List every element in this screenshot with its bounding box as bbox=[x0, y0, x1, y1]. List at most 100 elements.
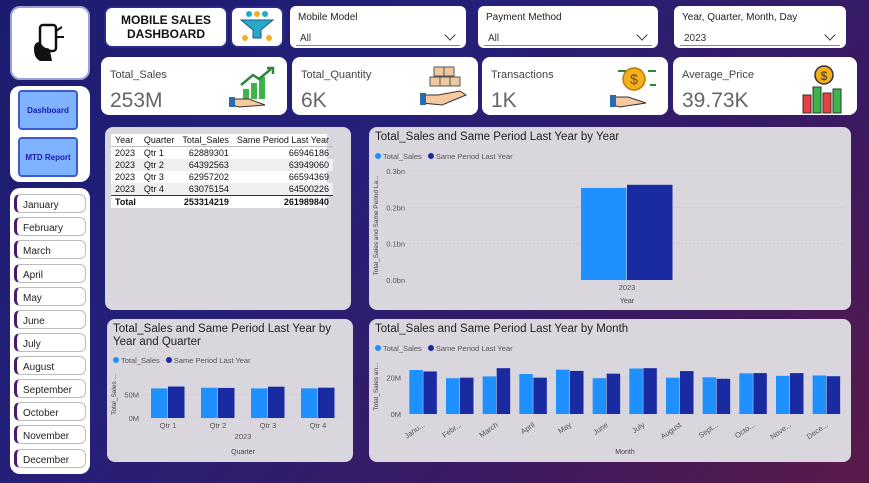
dashboard-nav-button[interactable]: Dashboard bbox=[18, 90, 78, 130]
chart-title-line: Total_Sales and Same Period Last Year by bbox=[113, 323, 332, 335]
bar bbox=[627, 184, 673, 280]
column-header[interactable]: Quarter bbox=[143, 135, 175, 145]
x-tick-label: Qtr 2 bbox=[210, 421, 227, 430]
bar bbox=[533, 377, 547, 414]
boxes-hand-icon bbox=[420, 66, 468, 106]
table-cell: 261989840 bbox=[283, 197, 329, 207]
price-chart-icon: $ bbox=[802, 65, 842, 114]
bar bbox=[570, 370, 584, 414]
table-row: 2023 Qtr 1 62889301 66946186 bbox=[111, 147, 333, 160]
table-cell: 253314219 bbox=[183, 197, 229, 207]
bar bbox=[581, 187, 627, 280]
chart-legend[interactable]: Total_Sales Same Period Last Year bbox=[113, 356, 251, 365]
kpi-value: 6K bbox=[301, 89, 327, 112]
slicer-label: Payment Method bbox=[486, 12, 562, 23]
kpi-card-total-sales: Total_Sales 253M bbox=[101, 57, 287, 115]
month-button[interactable]: October bbox=[14, 402, 86, 421]
chart-by-year-panel: Total_Sales and Same Period Last Year by… bbox=[369, 127, 851, 310]
bar bbox=[716, 378, 731, 414]
x-axis-label: Month bbox=[615, 449, 635, 456]
legend-label: Same Period Last Year bbox=[435, 344, 513, 353]
x-tick-label: Dece... bbox=[805, 420, 830, 441]
month-button[interactable]: February bbox=[14, 217, 86, 236]
month-button[interactable]: August bbox=[14, 356, 86, 375]
bar bbox=[496, 368, 511, 414]
table-cell: Qtr 3 bbox=[143, 172, 164, 182]
chart-legend[interactable]: Total_Sales Same Period Last Year bbox=[375, 152, 513, 161]
table-cell: 64392563 bbox=[188, 160, 229, 170]
x-tick-label: Sept... bbox=[697, 420, 720, 440]
x-tick-label: March bbox=[477, 420, 499, 439]
payment-method-dropdown[interactable]: All bbox=[484, 28, 652, 46]
bar bbox=[643, 368, 657, 414]
x-tick-label: Qtr 1 bbox=[160, 421, 177, 430]
chart-legend[interactable]: Total_Sales Same Period Last Year bbox=[375, 344, 513, 353]
kpi-value: 39.73K bbox=[682, 89, 749, 112]
month-button[interactable]: December bbox=[14, 449, 86, 468]
x-tick-label: Janu... bbox=[403, 420, 427, 440]
kpi-label: Transactions bbox=[491, 69, 554, 81]
month-button[interactable]: April bbox=[14, 264, 86, 283]
bar bbox=[556, 369, 570, 414]
y-tick-label: 0M bbox=[129, 414, 139, 423]
x-tick-label: Febr... bbox=[440, 420, 463, 440]
bar bbox=[680, 371, 694, 414]
chart-by-year[interactable]: 0.0bn 0.1bn 0.2bn 0.3bn Total_Sales and Same… bbox=[369, 163, 851, 309]
phone-hand-icon bbox=[34, 23, 64, 61]
month-button[interactable]: January bbox=[14, 194, 86, 213]
x-tick-label: Qtr 3 bbox=[260, 421, 277, 430]
y-tick-label: 0.3bn bbox=[386, 167, 405, 176]
chart-by-month[interactable]: 0M 20M Total_Sales an... Janu... Febr... Marc… bbox=[369, 355, 851, 461]
payment-method-slicer[interactable]: Payment Method All bbox=[478, 6, 658, 48]
x-group-label: 2023 bbox=[235, 432, 252, 441]
legend-dot-icon bbox=[375, 153, 381, 159]
table-cell: Total bbox=[115, 197, 136, 207]
bar bbox=[739, 373, 753, 414]
column-header[interactable]: Same Period Last Year bbox=[236, 135, 329, 145]
chart-by-quarter[interactable]: 0M 50M Total_Sales ... Qtr 1 Qtr 2 Qtr 3 Qtr 4… bbox=[107, 367, 353, 461]
y-tick-label: 0.0bn bbox=[386, 276, 405, 285]
bar bbox=[519, 374, 533, 414]
chart-title-line: Year and Quarter bbox=[113, 336, 201, 348]
table-cell: 62957202 bbox=[188, 172, 229, 182]
column-header[interactable]: Total_Sales bbox=[182, 135, 229, 145]
x-tick-label: 2023 bbox=[619, 283, 636, 292]
month-button[interactable]: June bbox=[14, 310, 86, 329]
coin-exchange-icon: $ bbox=[610, 67, 656, 108]
month-button[interactable]: September bbox=[14, 379, 86, 398]
bar bbox=[629, 368, 643, 414]
mtd-report-nav-button[interactable]: MTD Report bbox=[18, 137, 78, 177]
filter-funnel-icon[interactable] bbox=[230, 6, 284, 48]
table-cell: 66946186 bbox=[288, 148, 329, 158]
mobile-model-slicer[interactable]: Mobile Model All bbox=[290, 6, 466, 48]
y-tick-label: 0M bbox=[391, 410, 401, 419]
table-cell: 2023 bbox=[115, 184, 136, 194]
date-dropdown[interactable]: 2023 bbox=[680, 28, 840, 46]
kpi-value: 1K bbox=[491, 89, 517, 112]
table-cell: Qtr 1 bbox=[143, 148, 164, 158]
month-button[interactable]: March bbox=[14, 240, 86, 259]
x-tick-label: August bbox=[659, 420, 684, 441]
month-button[interactable]: July bbox=[14, 333, 86, 352]
table-cell: 63075154 bbox=[188, 184, 229, 194]
bar bbox=[423, 371, 437, 414]
month-button[interactable]: May bbox=[14, 287, 86, 306]
month-slicer: January February March April May June Ju… bbox=[10, 188, 90, 474]
sales-growth-icon bbox=[229, 66, 275, 108]
mobile-model-dropdown[interactable]: All bbox=[296, 28, 460, 46]
legend-dot-icon bbox=[165, 357, 172, 363]
y-tick-label: 20M bbox=[386, 373, 401, 382]
bar bbox=[666, 377, 680, 414]
kpi-card-total-quantity: Total_Quantity 6K bbox=[292, 57, 478, 115]
month-button[interactable]: November bbox=[14, 425, 86, 444]
bar bbox=[218, 387, 235, 418]
legend-label: Total_Sales bbox=[383, 152, 422, 161]
slicer-label: Year, Quarter, Month, Day bbox=[682, 12, 798, 23]
y-tick-label: 50M bbox=[124, 391, 139, 400]
table-cell: 2023 bbox=[115, 148, 136, 158]
date-slicer[interactable]: Year, Quarter, Month, Day 2023 bbox=[674, 6, 846, 48]
title-line-1: MOBILE SALES bbox=[120, 13, 211, 27]
bar bbox=[168, 386, 185, 418]
column-header[interactable]: Year bbox=[115, 135, 134, 145]
bar bbox=[753, 373, 767, 414]
